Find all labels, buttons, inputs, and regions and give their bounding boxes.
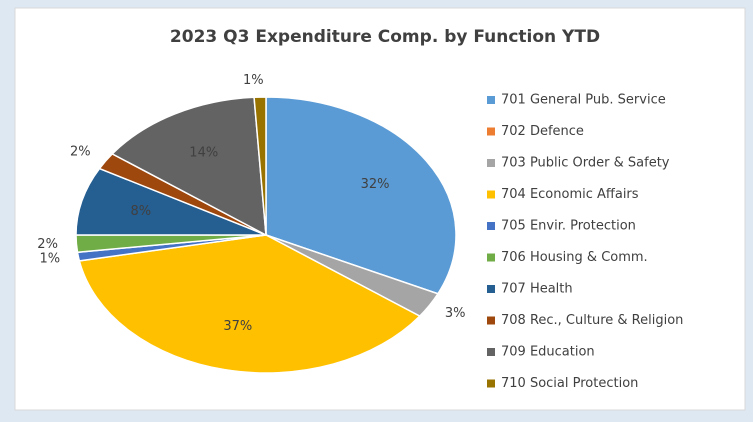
pie-slice [253, 96, 267, 236]
data-label: 2% [70, 145, 91, 160]
legend-swatch [487, 222, 495, 230]
data-label: 14% [189, 145, 218, 160]
data-label: 3% [445, 306, 466, 321]
legend-swatch [487, 159, 495, 167]
legend-label: 709 Education [501, 345, 595, 360]
legend-label: 706 Housing & Comm. [501, 250, 648, 265]
legend-label: 702 Defence [501, 124, 584, 139]
legend-label: 708 Rec., Culture & Religion [501, 313, 683, 328]
data-label: 32% [361, 177, 390, 192]
legend-swatch [487, 285, 495, 293]
data-label: 1% [40, 252, 61, 267]
legend-swatch [487, 127, 495, 136]
legend-label: 710 Social Protection [501, 376, 638, 391]
data-label: 8% [131, 204, 152, 219]
pie-slice [265, 96, 457, 295]
pie-slice [75, 167, 267, 236]
pie-slice [111, 96, 267, 237]
legend-swatch [487, 96, 495, 104]
pie-slice [78, 234, 421, 374]
legend-swatch [487, 253, 495, 262]
legend-swatch [487, 316, 495, 325]
legend-swatch [487, 379, 495, 388]
data-label: 2% [37, 237, 58, 252]
legend-swatch [487, 190, 495, 199]
data-label: 1% [243, 73, 264, 88]
chart-title: 2023 Q3 Expenditure Comp. by Function YT… [170, 27, 600, 47]
legend-swatch [487, 348, 495, 356]
legend-label: 707 Health [501, 282, 573, 297]
legend-label: 701 General Pub. Service [501, 93, 666, 108]
legend-label: 705 Envir. Protection [501, 219, 636, 234]
data-label: 37% [223, 319, 252, 334]
legend-label: 704 Economic Affairs [501, 187, 639, 202]
legend-label: 703 Public Order & Safety [501, 156, 670, 171]
